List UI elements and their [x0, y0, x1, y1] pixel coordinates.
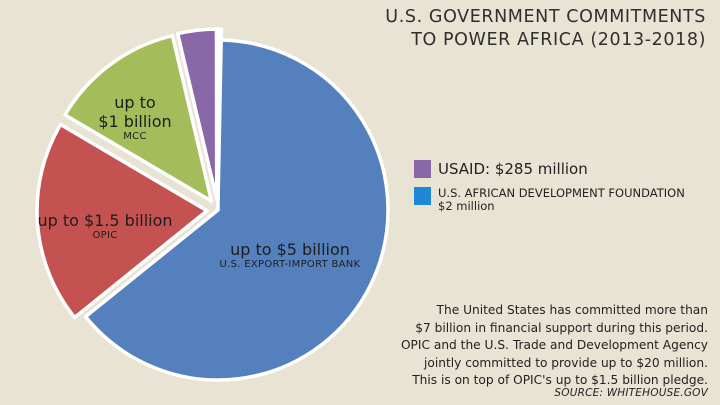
slice-label-opic: up to $1.5 billion OPIC	[20, 211, 190, 242]
pie-slice-u-s-african-development-foundation	[216, 27, 224, 201]
slice-label-mcc: up to $1 billion MCC	[80, 93, 190, 143]
legend-label-usadf: U.S. AFRICAN DEVELOPMENT FOUNDATION $2 m…	[438, 187, 685, 213]
slice-name-mcc: MCC	[123, 131, 147, 142]
legend-swatch-usadf	[414, 187, 431, 205]
source-credit: SOURCE: WHITEHOUSE.GOV	[554, 387, 708, 399]
pie-slice-opic	[35, 122, 209, 320]
footnote-line-5: This is on top of OPIC's up to $1.5 bill…	[412, 373, 708, 387]
footnote: The United States has committed more tha…	[378, 302, 708, 390]
slice-name-opic: OPIC	[92, 230, 118, 241]
slice-label-exim: up to $5 billion U.S. EXPORT-IMPORT BANK	[185, 240, 395, 271]
chart-title-line-2: TO POWER AFRICA (2013-2018)	[411, 30, 706, 50]
footnote-line-4: jointly committed to provide up to $20 m…	[424, 355, 708, 370]
slice-value-exim: up to $5 billion	[230, 240, 350, 259]
slice-value-mcc-line-1: up to	[114, 93, 156, 112]
footnote-line-3: OPIC and the U.S. Trade and Development …	[400, 338, 708, 352]
pie-slice-u-s-export-import-bank	[83, 38, 390, 382]
slice-value-mcc-line-2: $1 billion	[98, 112, 172, 131]
legend-label-usadf-line-1: U.S. AFRICAN DEVELOPMENT FOUNDATION	[438, 186, 685, 200]
legend-swatch-usaid	[414, 160, 431, 178]
slice-name-exim: U.S. EXPORT-IMPORT BANK	[219, 259, 361, 270]
footnote-line-1: The United States has committed more tha…	[436, 303, 708, 317]
footnote-line-2: $7 billion in financial support during t…	[415, 320, 708, 335]
legend-label-usadf-line-2: $2 million	[438, 199, 495, 213]
slice-value-opic: up to $1.5 billion	[37, 211, 173, 230]
legend-label-usaid: USAID: $285 million	[438, 160, 588, 178]
chart-title: U.S. GOVERNMENT COMMITMENTS TO POWER AFR…	[286, 6, 706, 52]
pie-slice-mcc	[63, 33, 214, 203]
chart-title-line-1: U.S. GOVERNMENT COMMITMENTS	[385, 7, 706, 27]
